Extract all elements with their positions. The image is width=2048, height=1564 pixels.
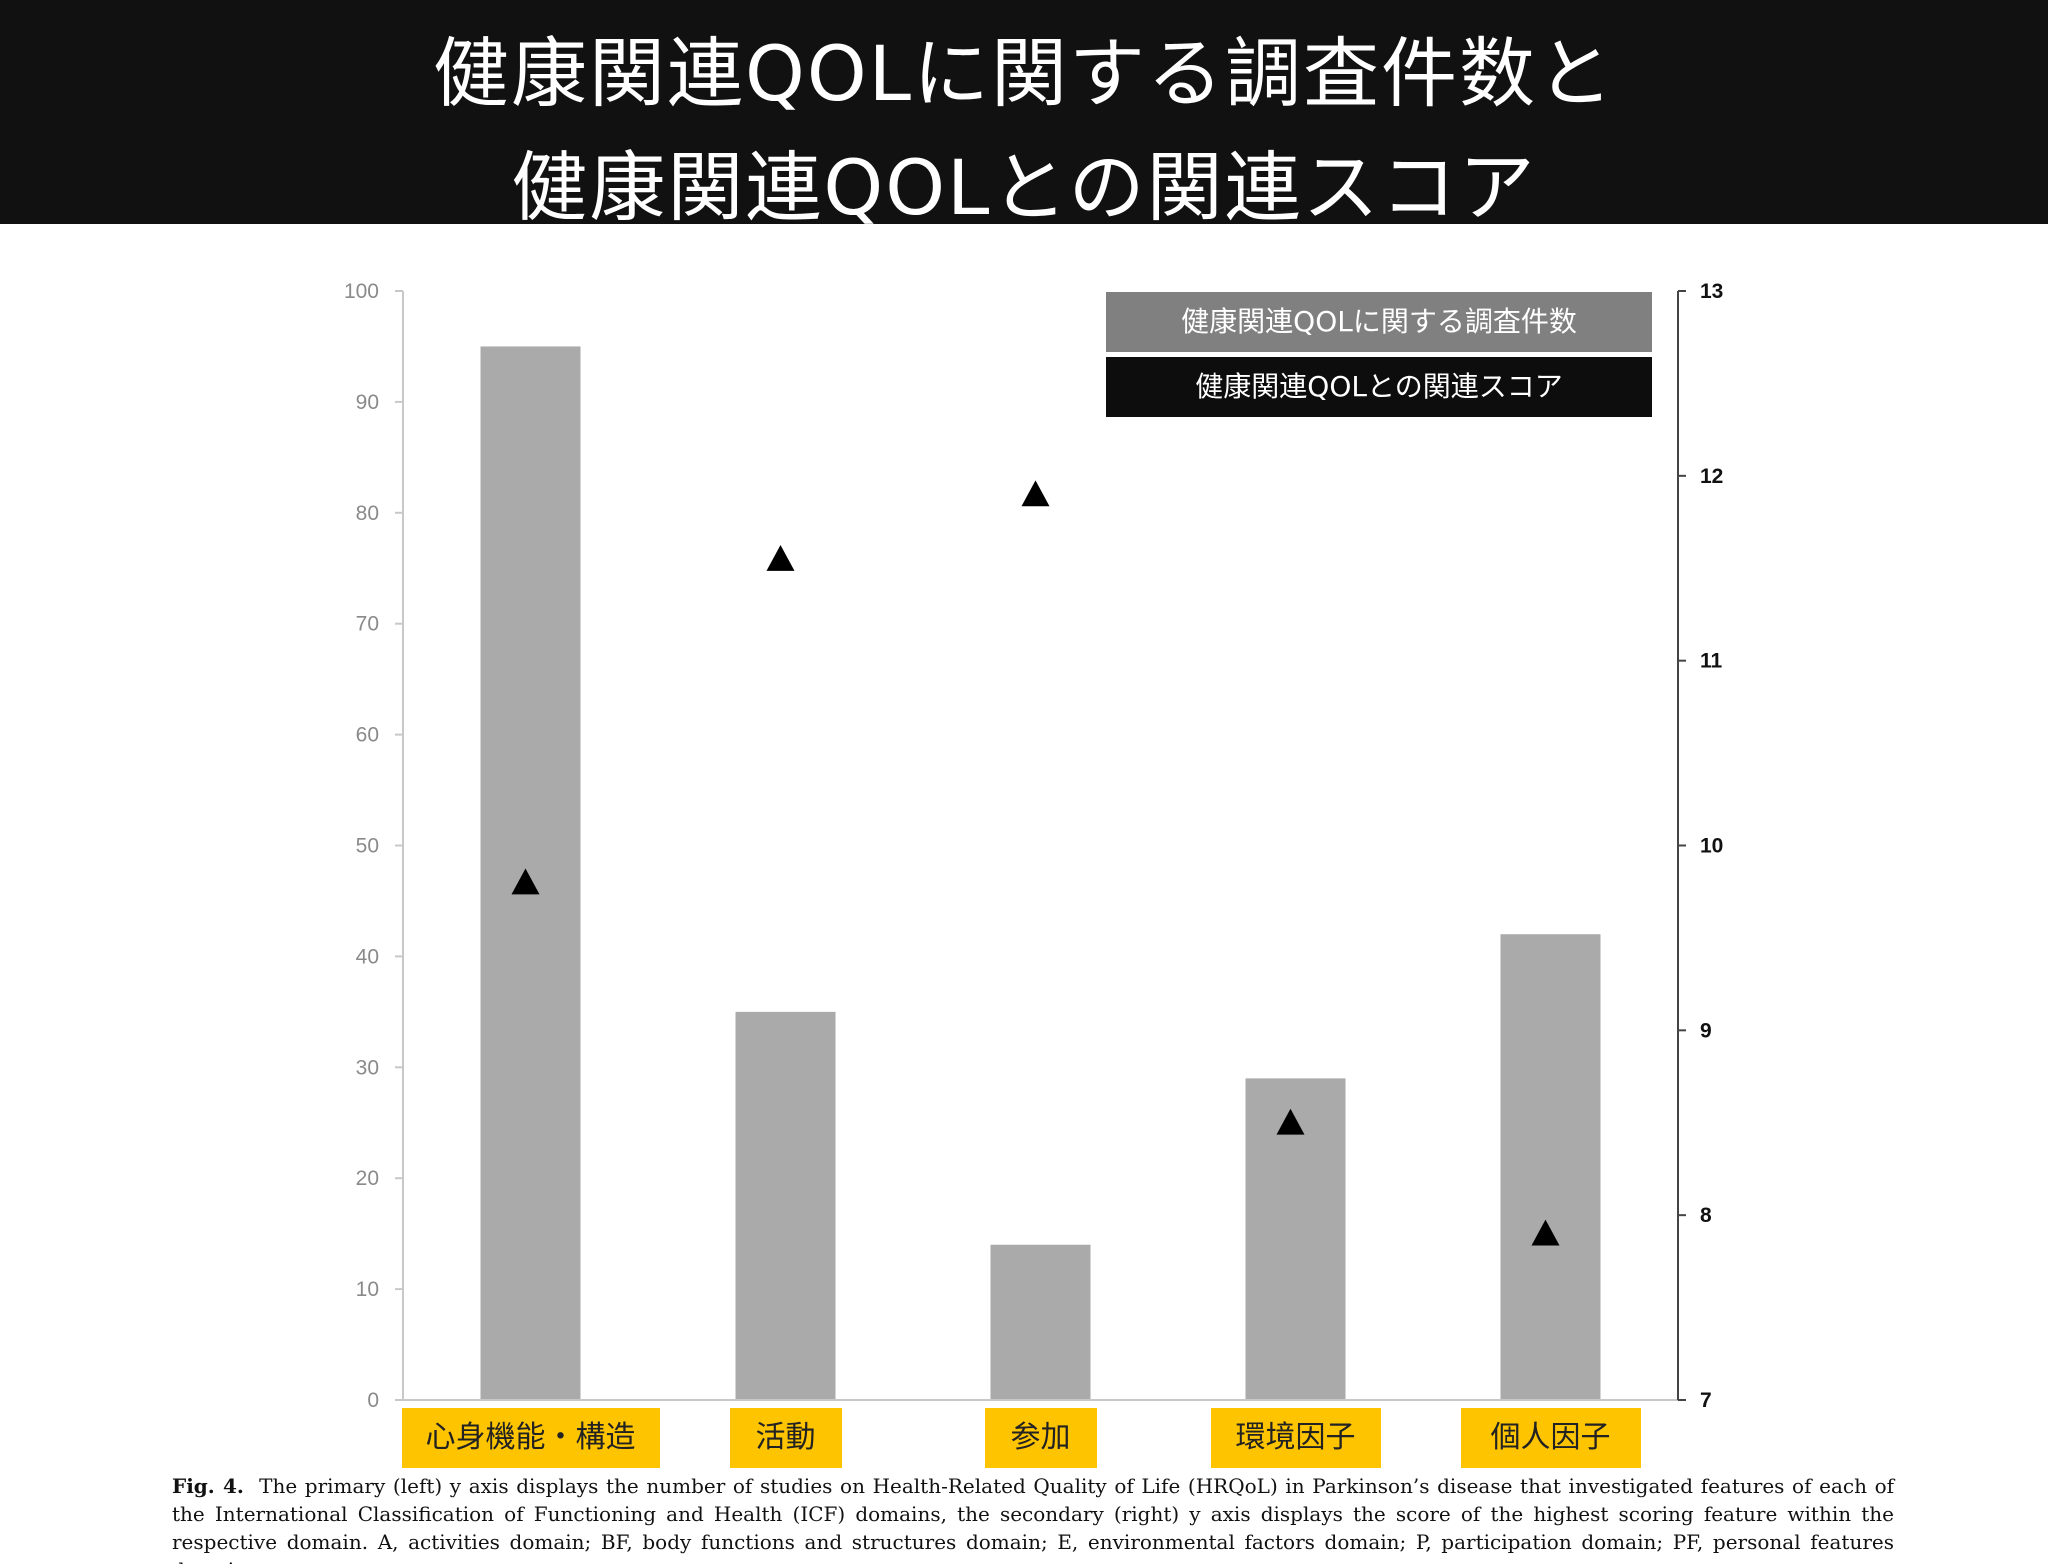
right-tick-label: 7 [1700, 1389, 1712, 1412]
left-tick-label: 30 [356, 1056, 379, 1079]
title-banner: 健康関連QOLに関する調査件数と 健康関連QOLとの関連スコア [0, 0, 2048, 232]
right-tick-label: 8 [1700, 1204, 1712, 1227]
right-tick-label: 10 [1700, 835, 1723, 858]
figure-caption-text: The primary (left) y axis displays the n… [172, 1474, 1895, 1564]
legend-entry-bars: 健康関連QOLに関する調査件数 [1106, 292, 1652, 352]
bar-5 [1500, 934, 1601, 1400]
marker-4 [1276, 1108, 1305, 1135]
category-label-1: 心身機能・構造 [401, 1408, 660, 1468]
bar-1 [480, 346, 581, 1401]
left-tick-label: 40 [356, 945, 379, 968]
bars-layer [480, 346, 1601, 1401]
legend-entry-markers: 健康関連QOLとの関連スコア [1106, 357, 1652, 417]
category-label-5: 個人因子 [1460, 1408, 1641, 1468]
left-tick-label: 80 [356, 502, 379, 525]
marker-2 [766, 545, 795, 571]
figure-label: Fig. 4. [172, 1474, 244, 1498]
left-tick-label: 90 [356, 391, 379, 414]
axes-layer: 0 10 20 30 40 50 60 70 80 90 100 7 8 9 10 11 12 13 [344, 280, 1723, 1412]
figure-caption: Fig. 4. The primary (left) y axis displa… [172, 1472, 1894, 1564]
left-tick-label: 10 [356, 1278, 379, 1301]
markers-layer [511, 480, 1560, 1246]
right-tick-label: 11 [1700, 650, 1723, 673]
left-tick-label: 60 [356, 724, 379, 747]
category-label-3: 参加 [984, 1408, 1097, 1468]
right-tick-label: 12 [1700, 465, 1723, 488]
slide-title-line-2: 健康関連QOLとの関連スコア [511, 143, 1537, 232]
left-tick-label: 50 [356, 835, 379, 858]
left-tick-label: 100 [344, 280, 379, 303]
bar-3 [990, 1244, 1091, 1400]
category-label-2: 活動 [729, 1408, 842, 1468]
marker-5 [1531, 1219, 1560, 1246]
category-label-4: 環境因子 [1210, 1408, 1381, 1468]
left-tick-label: 20 [356, 1167, 379, 1190]
right-tick-label: 13 [1700, 280, 1723, 303]
right-tick-label: 9 [1700, 1019, 1712, 1042]
marker-1 [511, 868, 540, 895]
marker-3 [1021, 480, 1050, 507]
left-tick-label: 0 [367, 1389, 379, 1412]
bar-2 [735, 1011, 836, 1400]
slide-title-line-1: 健康関連QOLに関する調査件数と [433, 29, 1615, 118]
left-tick-label: 70 [356, 613, 379, 636]
